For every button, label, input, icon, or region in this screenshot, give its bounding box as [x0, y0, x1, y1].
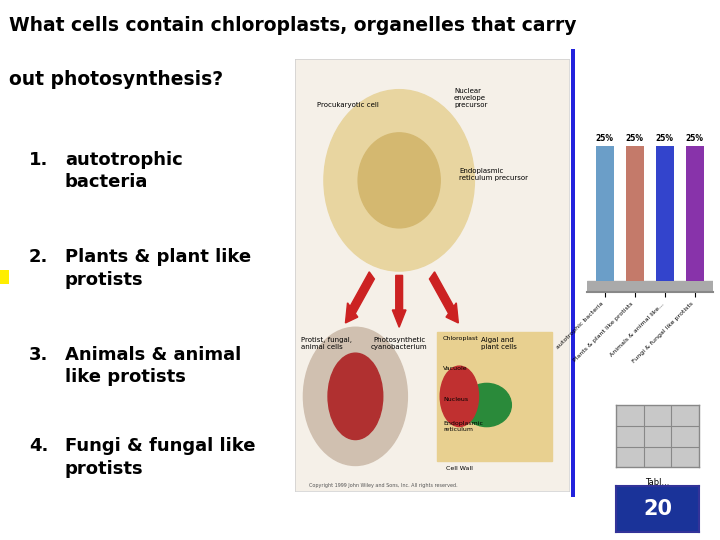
Bar: [656, 146, 674, 281]
Text: Algal and
plant cells: Algal and plant cells: [481, 337, 517, 350]
Bar: [596, 146, 613, 281]
Circle shape: [440, 366, 479, 427]
Text: Chloroplast: Chloroplast: [443, 336, 479, 341]
Text: 2.: 2.: [29, 248, 48, 266]
Text: Procukaryotic cell: Procukaryotic cell: [317, 102, 379, 108]
Text: 3.: 3.: [29, 346, 48, 363]
Text: Nucleus: Nucleus: [443, 397, 468, 402]
Text: 25%: 25%: [656, 134, 674, 143]
Text: Vacuole: Vacuole: [443, 367, 467, 372]
Text: 25%: 25%: [685, 134, 703, 143]
Ellipse shape: [462, 383, 511, 427]
Text: 4.: 4.: [29, 437, 48, 455]
Text: Copyright 1999 John Wiley and Sons, Inc. All rights reserved.: Copyright 1999 John Wiley and Sons, Inc.…: [309, 483, 457, 488]
Text: Cell Wall: Cell Wall: [446, 466, 472, 471]
Ellipse shape: [303, 327, 408, 465]
Text: 20: 20: [643, 499, 672, 519]
Ellipse shape: [324, 90, 474, 271]
Bar: [685, 146, 703, 281]
Text: Endoplasmic
reticulum: Endoplasmic reticulum: [443, 421, 483, 432]
FancyArrow shape: [392, 275, 406, 327]
Text: out photosynthesis?: out photosynthesis?: [9, 70, 223, 89]
Text: Endoplasmic
reticulum precursor: Endoplasmic reticulum precursor: [459, 168, 528, 181]
Text: 1.: 1.: [29, 151, 48, 169]
Text: 25%: 25%: [626, 134, 644, 143]
Text: Plants & plant like
protists: Plants & plant like protists: [65, 248, 251, 288]
Text: Protist, fungal,
animal cells: Protist, fungal, animal cells: [301, 337, 351, 350]
FancyArrow shape: [429, 272, 459, 323]
Text: Animals & animal
like protists: Animals & animal like protists: [65, 346, 241, 386]
Text: Tabl...: Tabl...: [646, 478, 670, 487]
Ellipse shape: [358, 133, 440, 228]
Text: What cells contain chloroplasts, organelles that carry: What cells contain chloroplasts, organel…: [9, 16, 577, 35]
Text: 25%: 25%: [596, 134, 613, 143]
Text: Photosynthetic
cyanobacterium: Photosynthetic cyanobacterium: [371, 337, 428, 350]
Text: autotrophic
bacteria: autotrophic bacteria: [65, 151, 183, 191]
Text: Fungi & fungal like
protists: Fungi & fungal like protists: [65, 437, 256, 477]
Bar: [626, 146, 644, 281]
Bar: [438, 332, 552, 461]
Bar: [587, 281, 713, 292]
Text: Nuclear
envelope
precursor: Nuclear envelope precursor: [454, 88, 487, 108]
Circle shape: [328, 353, 383, 440]
FancyArrow shape: [346, 272, 374, 323]
